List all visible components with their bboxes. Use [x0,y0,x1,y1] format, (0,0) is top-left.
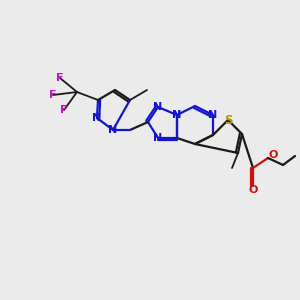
Text: N: N [92,113,102,123]
Text: F: F [56,73,64,83]
Text: N: N [172,110,182,120]
Text: F: F [49,90,57,100]
Text: S: S [224,113,232,127]
Text: N: N [172,110,182,120]
Text: N: N [108,125,118,135]
Text: O: O [248,185,258,195]
Text: N: N [153,102,163,112]
Text: F: F [60,105,68,115]
Text: O: O [268,150,278,160]
Text: N: N [208,110,217,120]
Text: N: N [153,133,163,143]
